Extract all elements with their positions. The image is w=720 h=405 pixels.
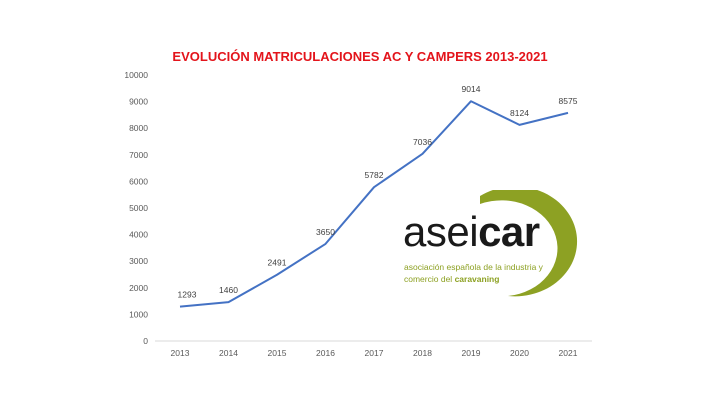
x-tick-label: 2015 [268,348,287,358]
data-label: 2491 [268,258,287,268]
x-tick-label: 2019 [462,348,481,358]
data-label: 1293 [178,290,197,300]
logo-word-part2: car [478,208,540,255]
data-label: 8124 [510,108,529,118]
y-tick-label: 8000 [129,123,148,133]
logo-tagline-1: asociación española de la industria y [404,262,543,272]
y-tick-label: 10000 [124,70,148,80]
chart-title: EVOLUCIÓN MATRICULACIONES AC Y CAMPERS 2… [172,49,548,64]
logo-tagline-2: comercio del caravaning [404,274,499,284]
data-label: 3650 [316,227,335,237]
x-tick-label: 2018 [413,348,432,358]
x-tick-label: 2020 [510,348,529,358]
logo-arc-shape [480,190,578,297]
y-tick-label: 2000 [129,283,148,293]
y-tick-label: 6000 [129,176,148,186]
data-label: 1460 [219,285,238,295]
aseicar-logo: aseicar asociación española de la indust… [400,190,585,300]
x-tick-label: 2017 [365,348,384,358]
data-label: 8575 [559,96,578,106]
y-tick-label: 1000 [129,309,148,319]
logo-arc [480,190,578,297]
x-tick-label: 2013 [171,348,190,358]
logo-wordmark: aseicar [403,210,540,254]
logo-word-part1: asei [403,208,479,255]
x-tick-label: 2016 [316,348,335,358]
y-axis-ticks: 0 1000 2000 3000 4000 5000 6000 7000 8000 9000 100… [124,70,148,346]
x-tick-label: 2021 [559,348,578,358]
data-label: 7036 [413,137,432,147]
y-tick-label: 4000 [129,230,148,240]
logo-tagline-2-prefix: comercio del [404,274,455,284]
data-label: 9014 [462,84,481,94]
y-tick-label: 9000 [129,97,148,107]
data-labels: 1293 1460 2491 3650 5782 7036 9014 8124 8575 [178,84,578,299]
y-tick-label: 3000 [129,256,148,266]
y-tick-label: 0 [143,336,148,346]
series-line [179,100,569,308]
y-tick-label: 5000 [129,203,148,213]
y-tick-label: 7000 [129,150,148,160]
x-tick-label: 2014 [219,348,238,358]
x-axis-ticks: 2013 2014 2015 2016 2017 2018 2019 2020 2021 [171,348,578,358]
data-label: 5782 [365,170,384,180]
logo-tagline-2-bold: caravaning [454,274,500,284]
